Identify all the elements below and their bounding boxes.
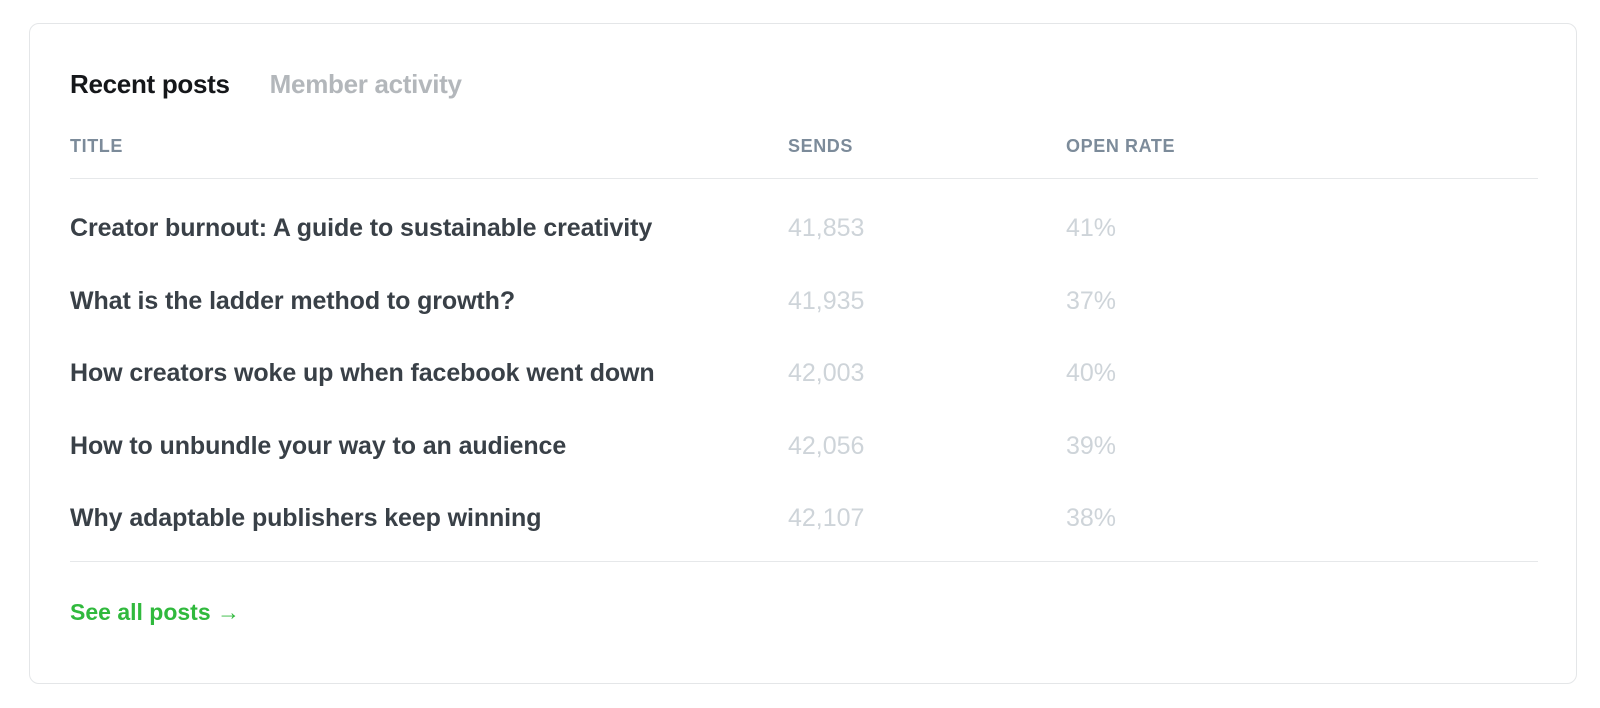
- tab-bar: Recent posts Member activity: [70, 68, 462, 100]
- table-row[interactable]: How to unbundle your way to an audience …: [70, 410, 1538, 483]
- column-header-title: TITLE: [70, 136, 123, 156]
- post-title[interactable]: Creator burnout: A guide to sustainable …: [70, 214, 653, 242]
- post-title[interactable]: How creators woke up when facebook went …: [70, 359, 655, 387]
- column-header-sends: SENDS: [788, 136, 854, 156]
- footer-divider: [70, 561, 1538, 562]
- tab-recent-posts[interactable]: Recent posts: [70, 69, 230, 99]
- post-sends: 42,107: [788, 504, 865, 532]
- recent-posts-card: Recent posts Member activity TITLE SENDS…: [29, 23, 1577, 684]
- post-title[interactable]: What is the ladder method to growth?: [70, 286, 515, 315]
- table-row[interactable]: Creator burnout: A guide to sustainable …: [70, 192, 1538, 265]
- post-sends: 42,056: [788, 431, 865, 460]
- post-sends: 42,003: [788, 359, 865, 387]
- tab-member-activity[interactable]: Member activity: [269, 69, 462, 99]
- see-all-posts-link[interactable]: See all posts →: [70, 599, 241, 625]
- posts-table-body: Creator burnout: A guide to sustainable …: [70, 192, 1538, 555]
- header-divider: [70, 178, 1538, 179]
- table-row[interactable]: What is the ladder method to growth? 41,…: [70, 265, 1538, 338]
- post-sends: 41,935: [788, 286, 865, 315]
- post-open-rate: 37%: [1066, 286, 1117, 315]
- post-title[interactable]: Why adaptable publishers keep winning: [70, 504, 542, 532]
- post-title[interactable]: How to unbundle your way to an audience: [70, 431, 567, 460]
- column-header-open-rate: OPEN RATE: [1066, 136, 1176, 156]
- post-open-rate: 38%: [1066, 504, 1117, 532]
- post-open-rate: 39%: [1066, 431, 1117, 460]
- post-open-rate: 40%: [1066, 359, 1117, 387]
- post-open-rate: 41%: [1066, 214, 1117, 242]
- table-row[interactable]: How creators woke up when facebook went …: [70, 337, 1538, 410]
- table-row[interactable]: Why adaptable publishers keep winning 42…: [70, 482, 1538, 555]
- post-sends: 41,853: [788, 214, 865, 242]
